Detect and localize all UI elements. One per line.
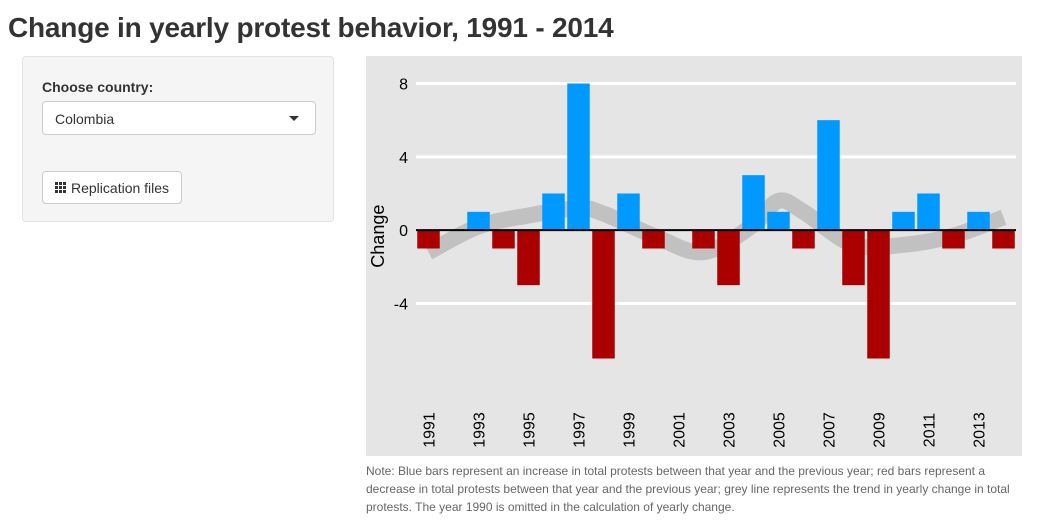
x-tick-label: 1995 xyxy=(522,412,539,448)
increase-bar xyxy=(892,211,915,231)
bar-chart: -4 0 4 8 Change 1991 1993 1995 1997 1999 2001 2003 2… xyxy=(368,77,1016,448)
y-tick-label: 0 xyxy=(399,223,408,240)
y-tick-label: -4 xyxy=(394,297,408,314)
increase-bar xyxy=(742,175,765,231)
increase-bar xyxy=(617,193,640,231)
sidebar-panel: Choose country: Colombia Replication fil… xyxy=(22,56,334,222)
decrease-bar xyxy=(867,230,890,359)
page-title: Change in yearly protest behavior, 1991 … xyxy=(8,12,614,43)
x-tick-label: 1993 xyxy=(472,412,489,448)
increase-bar xyxy=(817,120,840,231)
x-tick-label: 2009 xyxy=(872,412,889,448)
increase-bar xyxy=(467,211,490,231)
increase-bar xyxy=(917,193,940,231)
decrease-bar xyxy=(942,230,965,249)
chart-note: Note: Blue bars represent an increase in… xyxy=(366,464,1010,514)
y-tick-label: 4 xyxy=(399,150,408,167)
x-tick-label: 2013 xyxy=(972,412,989,448)
x-tick-label: 1991 xyxy=(422,412,439,448)
decrease-bar xyxy=(417,230,440,249)
x-tick-label: 2001 xyxy=(672,412,689,448)
increase-bar xyxy=(767,211,790,231)
country-select-label: Choose country: xyxy=(42,79,154,95)
country-select[interactable]: Colombia xyxy=(42,101,316,135)
decrease-bar xyxy=(842,230,865,286)
decrease-bar xyxy=(792,230,815,249)
y-tick-label: 8 xyxy=(399,77,408,94)
decrease-bar xyxy=(517,230,540,286)
increase-bar xyxy=(967,211,990,231)
decrease-bar xyxy=(592,230,615,359)
y-axis-label: Change xyxy=(368,205,388,268)
x-tick-label: 2007 xyxy=(822,412,839,448)
grid-icon xyxy=(55,182,66,193)
increase-bar xyxy=(567,83,590,231)
x-tick-label: 1999 xyxy=(622,412,639,448)
decrease-bar xyxy=(642,230,665,249)
country-select-value: Colombia xyxy=(55,111,115,127)
decrease-bar xyxy=(692,230,715,249)
replication-files-label: Replication files xyxy=(71,179,170,196)
decrease-bar xyxy=(492,230,515,249)
decrease-bar xyxy=(717,230,740,286)
replication-files-button[interactable]: Replication files xyxy=(42,171,183,204)
x-tick-label: 2005 xyxy=(772,412,789,448)
decrease-bar xyxy=(992,230,1015,249)
x-tick-label: 1997 xyxy=(572,412,589,448)
x-tick-label: 2011 xyxy=(922,413,939,448)
caret-down-icon xyxy=(289,116,299,121)
chart-panel: -4 0 4 8 Change 1991 1993 1995 1997 1999 2001 2003 2… xyxy=(366,56,1022,456)
increase-bar xyxy=(542,193,565,231)
x-tick-label: 2003 xyxy=(722,412,739,448)
